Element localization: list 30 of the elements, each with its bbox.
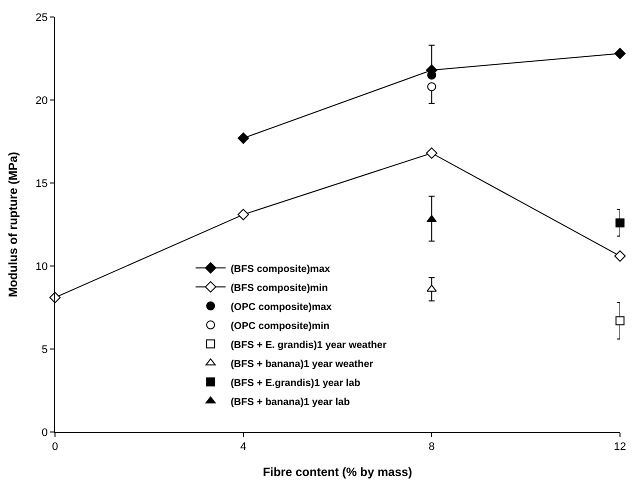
point <box>616 218 624 228</box>
point <box>427 82 436 92</box>
x-tick-label: 8 <box>428 441 435 454</box>
x-tick-label: 12 <box>614 441 626 454</box>
point <box>426 284 437 292</box>
point <box>238 208 250 220</box>
y-tick-label: 0 <box>42 426 48 439</box>
point <box>614 48 626 60</box>
y-tick-label: 25 <box>36 12 48 24</box>
point <box>614 250 626 262</box>
point <box>426 215 437 222</box>
legend-label: (BFS composite)max <box>230 264 330 275</box>
legend-label: (BFS + banana)1 year lab <box>230 396 350 408</box>
x-tick-label: 4 <box>240 441 246 454</box>
point <box>616 316 624 326</box>
legend-label: (BFS + E. grandis)1 year weather <box>230 340 387 351</box>
x-tick-label: 0 <box>52 441 58 454</box>
legend-label: (BFS + banana)1 year weather <box>230 358 374 370</box>
point <box>238 132 250 144</box>
legend-label: (BFS composite)min <box>230 282 328 294</box>
legend-label: (OPC composite)min <box>230 320 330 332</box>
y-tick-label: 5 <box>42 344 48 356</box>
x-axis-title: Fibre content (% by mass) <box>262 465 412 480</box>
y-tick-label: 10 <box>36 260 48 273</box>
legend-label: (OPC composite)max <box>230 302 332 313</box>
legend-label: (BFS + E.grandis)1 year lab <box>230 378 360 389</box>
point <box>426 147 438 159</box>
y-tick-label: 20 <box>36 94 48 107</box>
y-tick-label: 15 <box>36 178 48 190</box>
y-axis-title: Modulus of rupture (MPa) <box>6 152 20 298</box>
